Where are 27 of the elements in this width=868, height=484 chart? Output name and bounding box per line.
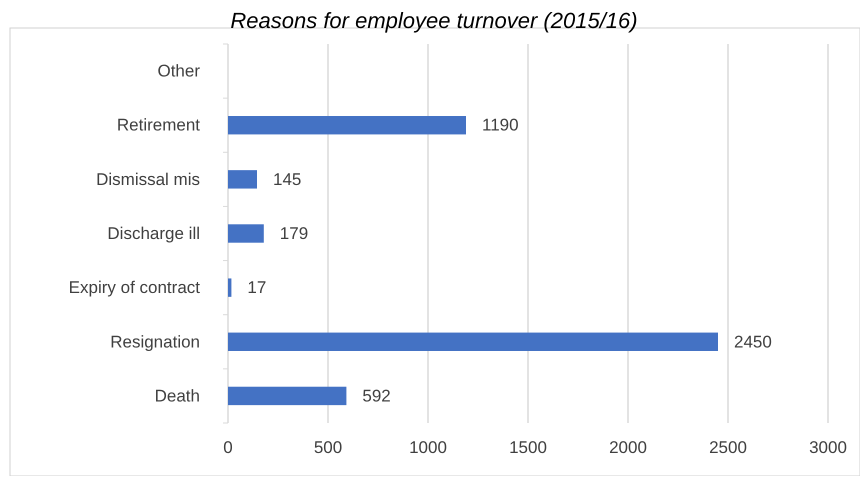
y-tick-label: Dismissal mis [96, 170, 200, 189]
data-label: 179 [280, 224, 308, 243]
y-tick-label: Discharge ill [107, 224, 200, 243]
x-tick-label: 1000 [409, 438, 447, 457]
x-tick-label: 2000 [609, 438, 647, 457]
y-tick-label: Resignation [110, 332, 200, 352]
bar [228, 278, 232, 297]
data-label: 592 [362, 386, 391, 406]
bar [228, 386, 346, 406]
x-tick-label: 1500 [509, 438, 547, 457]
chart-title: Reasons for employee turnover (2015/16) [230, 8, 638, 33]
y-tick-label: Expiry of contract [68, 278, 200, 298]
x-tick-label: 0 [223, 438, 233, 457]
bar [228, 224, 264, 243]
x-tick-label: 2500 [709, 438, 747, 457]
data-label: 2450 [734, 332, 772, 352]
y-tick-label: Other [157, 62, 200, 81]
x-tick-label: 500 [314, 438, 342, 457]
data-label: 17 [247, 278, 266, 298]
data-label: 1190 [482, 116, 519, 135]
y-tick-label: Death [154, 386, 200, 406]
bar [228, 116, 466, 134]
data-label: 145 [273, 170, 302, 189]
x-tick-label: 3000 [809, 438, 847, 457]
y-tick-label: Retirement [116, 116, 200, 135]
bar [228, 332, 718, 351]
bar [228, 170, 257, 189]
